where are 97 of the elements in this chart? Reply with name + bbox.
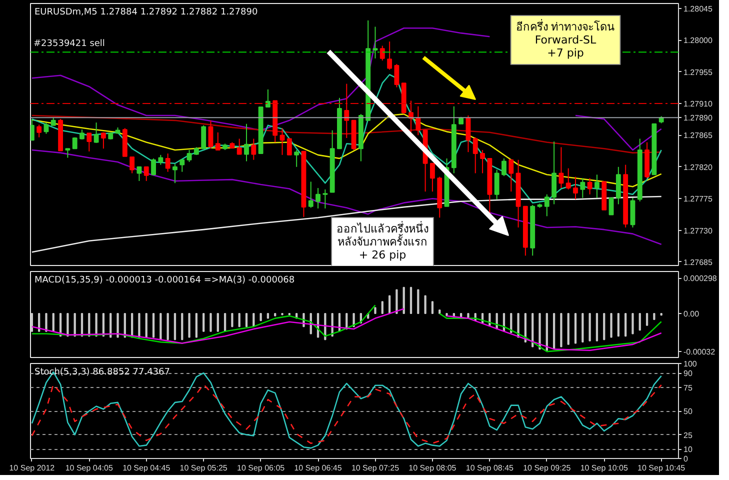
candlestick	[308, 181, 314, 208]
candlestick	[136, 166, 142, 182]
candlestick	[130, 156, 135, 174]
x-tick-label: 10 Sep 08:05	[408, 464, 457, 472]
candlestick	[94, 122, 99, 144]
x-tick-label: 10 Sep 07:25	[351, 464, 400, 472]
x-tick-label: 10 Sep 05:25	[180, 464, 228, 472]
y-tick-label: 25	[684, 430, 693, 440]
candlestick	[265, 88, 270, 108]
x-tick-label: 10 Sep 09:25	[523, 464, 572, 472]
y-tick-label: 1.27730	[684, 226, 713, 236]
line-series	[31, 113, 662, 188]
candlestick	[566, 168, 571, 190]
candlestick	[552, 141, 557, 205]
y-tick-label: 50	[684, 407, 693, 416]
x-tick-label: 10 Sep 04:45	[122, 464, 171, 472]
candlestick	[594, 174, 600, 198]
candlestick	[294, 149, 300, 168]
y-tick-label: 0.000298	[684, 274, 718, 284]
candlestick	[215, 132, 220, 150]
candlestick	[244, 123, 249, 162]
candlestick	[144, 166, 149, 182]
x-tick-label: 10 Sep 04:05	[65, 464, 114, 472]
candlestick	[616, 166, 621, 205]
candlestick	[186, 149, 192, 162]
y-tick-label: 1.28000	[684, 36, 713, 46]
y-tick-label: 1.27775	[684, 194, 713, 204]
candlestick	[408, 100, 414, 133]
y-tick-label: 1.27865	[684, 131, 713, 140]
y-tick-label: 1.27685	[684, 258, 713, 267]
candlestick	[466, 114, 471, 153]
candlestick	[508, 159, 514, 192]
chart-title: Stoch(5,3,3) 86.8852 77.4367	[34, 368, 170, 378]
y-tick-label: 0.00	[684, 310, 700, 319]
candlestick	[80, 129, 84, 140]
candlestick	[502, 158, 506, 177]
candlestick	[151, 158, 156, 176]
candlestick	[100, 132, 106, 150]
candlestick	[251, 138, 256, 160]
candlestick	[172, 164, 178, 184]
candlestick	[394, 64, 400, 88]
candlestick	[208, 120, 214, 150]
line-series	[31, 114, 662, 154]
candlestick	[30, 118, 34, 141]
candlestick	[86, 132, 92, 152]
candlestick	[480, 149, 485, 174]
y-tick-label: 75	[684, 383, 693, 392]
x-tick-label: 10 Sep 10:05	[580, 464, 628, 472]
y-tick-label: 1.27890	[684, 114, 713, 123]
candlestick	[280, 128, 285, 156]
line-series	[31, 384, 662, 444]
chart-title: MACD(15,35,9) -0.000013 -0.000164 =>MA(3) -0.000068	[34, 276, 295, 286]
candlestick	[316, 188, 320, 209]
annotation: อีกครึ่ง ท่าทางจะโดน Forward-SL +7 pip	[516, 18, 616, 60]
candlestick	[387, 41, 392, 70]
y-tick-label: 1.27820	[684, 162, 713, 172]
x-tick-label: 10 Sep 06:05	[237, 464, 286, 472]
candlestick	[236, 138, 242, 155]
chart-title: EURUSDm,M5 1.27884 1.27892 1.27882 1.27890	[34, 8, 258, 18]
candlestick	[372, 26, 378, 59]
candlestick	[630, 197, 636, 228]
candlestick	[201, 124, 206, 150]
candlestick	[36, 124, 42, 138]
candlestick	[180, 159, 185, 172]
candlestick	[494, 169, 500, 200]
candlestick	[44, 122, 49, 134]
candlestick	[544, 194, 550, 217]
x-tick-label: 10 Sep 10:45	[638, 464, 686, 472]
y-tick-label: 0	[684, 454, 688, 464]
line-series	[31, 149, 662, 246]
y-tick-label: 1.27955	[684, 68, 713, 77]
candlestick	[472, 136, 478, 174]
ref-line-label: #23539421 sell	[34, 39, 105, 50]
y-tick-label: 10	[684, 445, 693, 454]
candlestick	[587, 178, 592, 195]
x-tick-label: 10 Sep 06:45	[294, 464, 342, 472]
y-tick-label: 90	[684, 369, 693, 378]
candlestick	[165, 153, 170, 172]
candlestick	[344, 83, 350, 139]
x-tick-label: 10 Sep 08:45	[466, 464, 514, 472]
candlestick	[608, 197, 614, 216]
x-tick-label: 10 Sep 2012	[9, 464, 56, 472]
y-tick-label: 1.28045	[684, 4, 713, 14]
candlestick	[158, 154, 164, 166]
candlestick	[580, 178, 586, 198]
candlestick	[322, 188, 328, 209]
candlestick	[430, 162, 435, 192]
y-tick-label: -0.00032	[684, 348, 716, 357]
candlestick	[380, 45, 385, 62]
candlestick	[573, 176, 578, 200]
candlestick	[416, 106, 421, 136]
annotation: ออกไปแล้วครึ่งหนึ่ง หลังจับภาพครั้งแรก + 26 pip	[336, 220, 428, 262]
candlestick	[65, 148, 70, 158]
y-tick-label: 1.27910	[684, 100, 713, 109]
candlestick	[286, 138, 292, 156]
candlestick	[558, 146, 564, 189]
y-tick-label: 100	[684, 360, 698, 368]
